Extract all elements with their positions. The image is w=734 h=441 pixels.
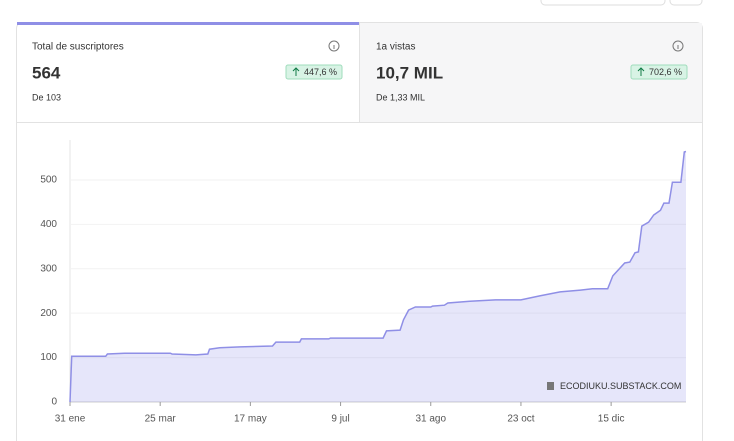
active-bar (17, 22, 359, 25)
x-tick-label: 23 oct (507, 414, 534, 425)
y-tick-label: 200 (40, 308, 57, 319)
arrow-icon (292, 67, 300, 76)
area (70, 151, 686, 402)
info-icon[interactable] (672, 40, 684, 52)
arrow-icon (637, 67, 645, 76)
y-tick-label: 500 (40, 175, 57, 186)
card-value: 564 (32, 63, 61, 82)
card-value: 10,7 MIL (376, 63, 443, 82)
x-tick-label: 15 dic (598, 414, 625, 425)
logo-icon (547, 382, 554, 390)
panel (16, 22, 703, 441)
badge (285, 64, 343, 80)
x-tick-label: 31 ene (55, 414, 86, 425)
watermark: ECODIUKU.SUBSTACK.COM (560, 381, 681, 391)
button[interactable] (669, 0, 703, 6)
badge (630, 64, 688, 80)
x-tick-label: 17 may (234, 414, 267, 425)
card[interactable]: 1a vistas 10,7 MIL De 1,33 MIL 702,6 % (376, 40, 688, 102)
y-tick-label: 300 (40, 263, 57, 274)
badge-text: 702,6 % (649, 67, 682, 77)
x-tick-label: 31 ago (415, 414, 446, 425)
badge-text: 447,6 % (304, 67, 337, 77)
info-icon[interactable] (328, 40, 340, 52)
x-tick-label: 25 mar (145, 414, 177, 425)
button[interactable] (540, 0, 666, 6)
card-sub: De 103 (32, 92, 61, 102)
line (69, 150, 687, 403)
y-tick-label: 400 (40, 219, 57, 230)
y-tick-label: 0 (51, 397, 57, 408)
x-tick-label: 9 jul (331, 414, 349, 425)
y-tick-label: 100 (40, 352, 57, 363)
card-title: 1a vistas (376, 42, 415, 53)
card-sub: De 1,33 MIL (376, 92, 425, 102)
card-title: Total de suscriptores (32, 42, 124, 53)
card[interactable]: Total de suscriptores 564 De 103 447,6 % (32, 40, 343, 102)
